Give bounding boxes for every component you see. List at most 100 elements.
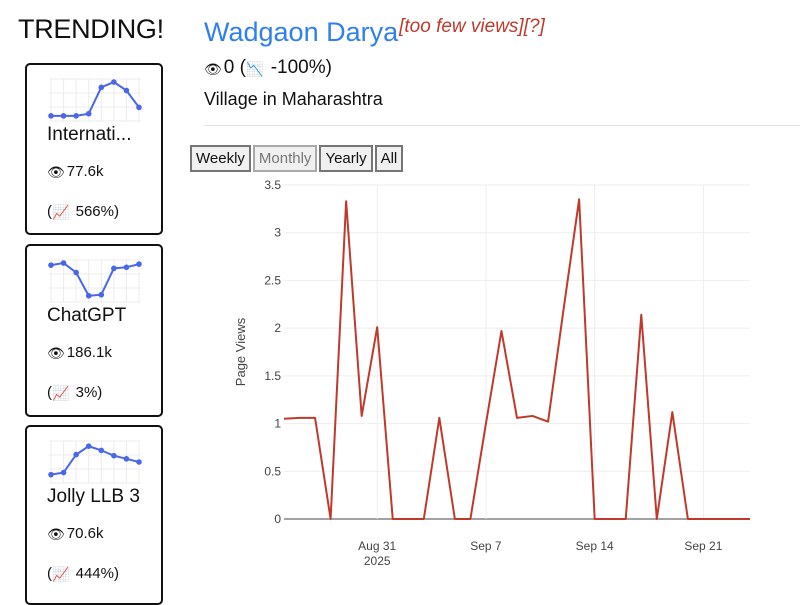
data-point[interactable] <box>684 515 692 523</box>
data-point[interactable] <box>482 420 490 428</box>
data-point[interactable] <box>420 515 428 523</box>
data-point[interactable] <box>668 408 676 416</box>
spark-point <box>111 452 117 459</box>
data-point[interactable] <box>730 515 738 523</box>
sparkline <box>48 78 142 122</box>
y-tick-label: 3.5 <box>264 178 281 192</box>
spark-line <box>51 80 140 117</box>
spark-point <box>136 459 142 465</box>
sparkline <box>48 440 142 484</box>
data-point[interactable] <box>560 305 568 313</box>
data-point[interactable] <box>389 515 397 523</box>
data-point[interactable] <box>280 415 288 423</box>
data-point[interactable] <box>529 412 537 420</box>
trending-title: TRENDING! <box>18 14 164 44</box>
trending-card[interactable]: ChatGPT 👁 186.1k (📈 3%) <box>25 244 163 417</box>
spark-point <box>48 471 54 478</box>
article-views: 0 <box>223 57 235 78</box>
y-tick-label: 1.5 <box>264 369 281 383</box>
y-tick-label: 2.5 <box>264 273 281 287</box>
trending-card[interactable]: Jolly LLB 3 👁 70.6k (📈 444%) <box>25 425 163 605</box>
article-metric: 👁 0 (📉 -100%) <box>204 57 332 78</box>
chart-up-icon: 📈 <box>52 385 70 401</box>
card-change: (📈 3%) <box>47 384 103 401</box>
card-change: (📈 566%) <box>47 203 119 220</box>
data-point[interactable] <box>513 414 521 422</box>
divider <box>204 125 800 126</box>
spark-point <box>136 261 142 267</box>
article-title-link[interactable]: Wadgaon Darya <box>204 17 399 47</box>
spark-point <box>73 451 79 458</box>
spark-point <box>60 260 67 266</box>
article-title[interactable]: Wadgaon Darya[too few views][?] <box>204 16 545 48</box>
data-point[interactable] <box>451 515 459 523</box>
card-title[interactable]: ChatGPT <box>47 305 127 326</box>
spark-point <box>98 447 105 454</box>
spark-point <box>85 443 92 449</box>
spark-point <box>111 79 117 85</box>
data-point[interactable] <box>715 515 723 523</box>
card-title[interactable]: Internati... <box>47 124 132 145</box>
data-point[interactable] <box>404 515 412 523</box>
monthly-button[interactable]: Monthly <box>252 145 318 172</box>
spark-point <box>98 84 105 91</box>
spark-grid <box>49 259 141 303</box>
data-point[interactable] <box>435 414 443 422</box>
data-point[interactable] <box>296 414 304 422</box>
spark-point <box>73 269 79 276</box>
data-point[interactable] <box>327 515 335 523</box>
pageviews-line <box>283 198 750 520</box>
y-axis-label: Page Views <box>233 317 248 386</box>
spark-point <box>48 113 54 119</box>
y-tick-label: 3 <box>274 226 281 240</box>
chart-down-icon: 📉 <box>245 61 264 77</box>
data-point[interactable] <box>653 515 661 523</box>
data-point[interactable] <box>637 311 645 319</box>
data-point[interactable] <box>497 327 505 335</box>
eye-money-icon: 👁 <box>47 164 65 180</box>
card-views: 👁 70.6k <box>47 525 104 542</box>
card-change: (📈 444%) <box>47 565 119 582</box>
x-tick-label: Sep 7 <box>470 539 502 553</box>
y-tick-label: 0.5 <box>264 464 281 478</box>
article-change: -100%) <box>270 57 332 78</box>
spark-point <box>85 110 92 117</box>
data-point[interactable] <box>373 323 381 331</box>
data-point[interactable] <box>591 515 599 523</box>
y-tick-label: 1 <box>274 417 281 431</box>
card-title[interactable]: Jolly LLB 3 <box>47 486 140 507</box>
article-description: Village in Maharashtra <box>204 89 383 109</box>
all-button[interactable]: All <box>374 145 404 172</box>
chart-up-icon: 📈 <box>52 204 70 220</box>
yearly-button[interactable]: Yearly <box>319 145 373 172</box>
data-point[interactable] <box>311 414 319 422</box>
card-views: 👁 186.1k <box>47 344 112 361</box>
data-point[interactable] <box>746 515 754 523</box>
data-point[interactable] <box>606 515 614 523</box>
x-tick-label: Sep 21 <box>684 539 722 553</box>
spark-point <box>73 113 79 119</box>
data-point[interactable] <box>544 418 552 426</box>
spark-point <box>123 264 130 271</box>
spark-point <box>85 292 92 299</box>
data-point[interactable] <box>466 515 474 523</box>
spark-point <box>123 456 130 462</box>
weekly-button[interactable]: Weekly <box>190 145 251 172</box>
data-point[interactable] <box>699 515 707 523</box>
spark-point <box>48 262 54 268</box>
data-point[interactable] <box>575 195 583 203</box>
spark-point <box>98 291 105 298</box>
data-point[interactable] <box>342 197 350 205</box>
spark-point <box>60 113 67 119</box>
spark-point <box>111 265 117 272</box>
range-selector: Weekly Monthly Yearly All <box>190 145 404 172</box>
data-point[interactable] <box>622 515 630 523</box>
spark-point <box>123 87 130 94</box>
y-tick-label: 2 <box>274 321 281 335</box>
eye-money-icon: 👁 <box>47 526 65 542</box>
few-views-flag[interactable]: [too few views][?] <box>399 16 545 37</box>
eye-money-icon: 👁 <box>47 345 65 361</box>
trending-card[interactable]: Internati... 👁 77.6k (📈 566%) <box>25 63 163 235</box>
data-point[interactable] <box>358 412 366 420</box>
